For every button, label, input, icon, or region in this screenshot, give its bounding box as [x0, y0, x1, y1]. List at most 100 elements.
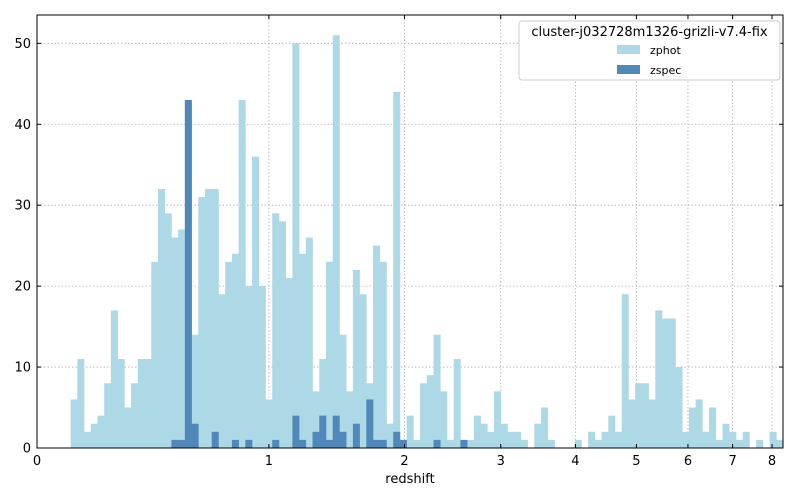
bar-zphot — [319, 358, 327, 448]
bar-zphot — [446, 439, 454, 448]
x-tick-label: 5 — [632, 454, 640, 469]
bar-zphot — [588, 431, 596, 448]
legend: cluster-j032728m1326-grizli-v7.4-fix zph… — [518, 20, 781, 81]
bar-zphot — [722, 423, 730, 448]
bar-zspec — [319, 415, 327, 448]
legend-label-zphot: zphot — [650, 44, 681, 57]
bar-zphot — [453, 358, 461, 448]
x-tick-label: 8 — [768, 454, 776, 469]
bar-zspec — [393, 431, 401, 448]
axis-ticks: 0 1 2 3 4 5 6 7 8 0 10 20 30 40 50 — [14, 15, 783, 469]
bar-zphot — [278, 221, 286, 448]
bar-zphot — [151, 261, 159, 448]
bar-zphot — [265, 399, 273, 448]
bar-zphot — [70, 399, 78, 448]
x-tick-label: 0 — [33, 454, 41, 469]
series-zspec-bars — [171, 99, 468, 448]
y-tick-label: 20 — [14, 280, 31, 295]
bar-zspec — [231, 439, 239, 448]
bar-zphot — [776, 439, 784, 448]
bar-zphot — [104, 383, 112, 448]
bar-zphot — [635, 383, 643, 448]
bar-zphot — [601, 431, 609, 448]
bar-zspec — [299, 439, 307, 448]
bar-zphot — [325, 261, 334, 448]
bar-zspec — [373, 439, 381, 448]
bar-zphot — [641, 383, 649, 448]
bar-zphot — [137, 358, 145, 448]
bar-zphot — [547, 439, 555, 448]
series-zphot-bars — [70, 35, 784, 449]
bar-zphot — [628, 399, 636, 448]
bar-zspec — [245, 439, 253, 448]
bar-zspec — [332, 415, 340, 448]
x-tick-label: 1 — [265, 454, 273, 469]
bar-zphot — [245, 286, 253, 448]
bar-zphot — [769, 431, 777, 448]
bar-zphot — [621, 294, 629, 448]
bar-zphot — [662, 318, 670, 448]
bar-zspec — [171, 439, 179, 448]
bar-zphot — [614, 431, 623, 448]
plot-frame — [36, 14, 784, 449]
bar-zphot — [97, 415, 105, 448]
bar-zphot — [231, 253, 239, 448]
bar-zphot — [494, 391, 502, 448]
bar-zphot — [238, 99, 246, 448]
bar-zspec — [460, 439, 468, 448]
bar-zspec — [339, 431, 347, 448]
x-tick-label: 4 — [571, 454, 579, 469]
y-tick-label: 0 — [23, 442, 31, 457]
y-tick-label: 50 — [14, 37, 31, 52]
legend-label-zspec: zspec — [650, 64, 681, 77]
bar-zphot — [413, 439, 421, 448]
bar-zphot — [373, 245, 381, 448]
bar-zphot — [473, 415, 481, 448]
bar-zphot — [178, 229, 186, 448]
bar-zspec — [211, 431, 219, 448]
bar-zphot — [715, 439, 723, 448]
bar-zspec — [272, 439, 280, 448]
bar-zphot — [756, 439, 764, 448]
y-tick-label: 30 — [14, 199, 31, 214]
bar-zphot — [191, 334, 199, 448]
bar-zphot — [702, 431, 710, 448]
bar-zspec — [191, 423, 199, 448]
x-tick-label: 3 — [497, 454, 505, 469]
bar-zspec — [312, 431, 320, 448]
bar-zphot — [164, 213, 172, 448]
bar-zphot — [386, 423, 394, 448]
y-tick-label: 40 — [14, 118, 31, 133]
bar-zphot — [534, 423, 542, 448]
bar-zphot — [709, 407, 717, 448]
bar-zspec — [366, 399, 374, 448]
bar-zphot — [359, 294, 367, 448]
bar-zphot — [131, 383, 139, 448]
bar-zphot — [594, 439, 602, 448]
x-tick-label: 2 — [400, 454, 408, 469]
bar-zphot — [299, 253, 307, 448]
x-tick-label: 6 — [684, 454, 692, 469]
bar-zphot — [84, 431, 92, 448]
bar-zphot — [420, 383, 428, 448]
bar-zphot — [285, 278, 293, 448]
legend-swatch-zspec — [617, 65, 640, 74]
bar-zphot — [648, 399, 656, 448]
bar-zphot — [735, 439, 743, 448]
bar-zphot — [225, 261, 233, 448]
bar-zphot — [655, 310, 663, 448]
bar-zphot — [198, 197, 206, 448]
bar-zphot — [272, 213, 280, 448]
bar-zphot — [426, 375, 434, 448]
bar-zspec — [292, 415, 300, 448]
bar-zphot — [682, 431, 690, 448]
bar-zphot — [205, 189, 213, 448]
bar-zphot — [688, 407, 696, 448]
bar-zphot — [487, 431, 495, 448]
bar-zphot — [211, 189, 219, 448]
bar-zspec — [325, 439, 334, 448]
bar-zphot — [124, 407, 132, 448]
bar-zphot — [440, 391, 448, 448]
bar-zphot — [144, 358, 152, 448]
